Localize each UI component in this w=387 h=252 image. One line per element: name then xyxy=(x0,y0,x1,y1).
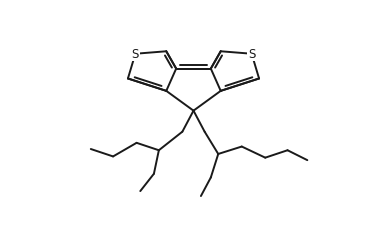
Text: S: S xyxy=(132,48,139,61)
Text: S: S xyxy=(248,48,255,61)
